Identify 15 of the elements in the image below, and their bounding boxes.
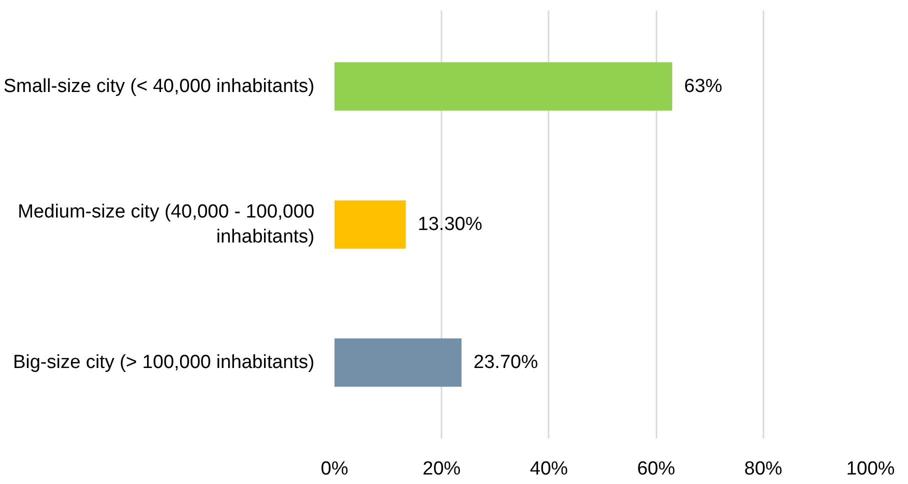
x-tick-label: 60% <box>637 458 676 480</box>
y-tick-label: Medium-size city (40,000 - 100,000 inhabitants) <box>18 201 315 248</box>
data-label: 13.30% <box>418 214 482 235</box>
x-tick-label: 100% <box>846 458 895 480</box>
y-tick-label: Big-size city (> 100,000 inhabitants) <box>12 352 315 374</box>
x-tick-label: 80% <box>744 458 782 480</box>
data-label: 63% <box>684 76 722 97</box>
data-label: 23.70% <box>474 352 538 374</box>
x-tick-label: 0% <box>320 458 348 480</box>
y-tick-label: Small-size city (< 40,000 inhabitants) <box>3 76 315 97</box>
bar <box>334 200 406 249</box>
bar <box>334 62 672 111</box>
x-tick-label: 40% <box>530 458 568 480</box>
x-tick-label: 20% <box>422 458 461 480</box>
bar <box>334 338 462 387</box>
